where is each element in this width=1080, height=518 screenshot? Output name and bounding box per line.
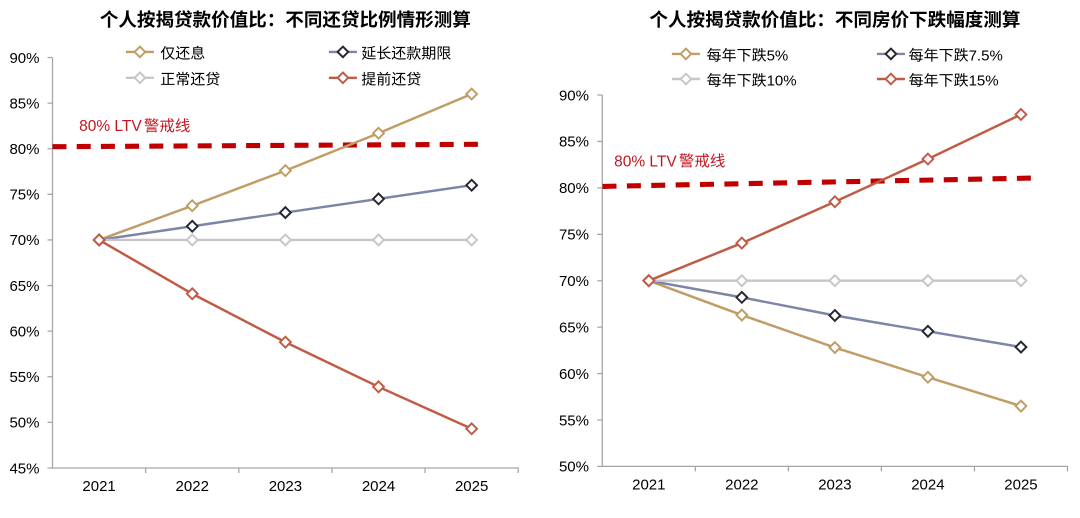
svg-text:65%: 65% bbox=[559, 319, 589, 336]
svg-text:90%: 90% bbox=[559, 87, 589, 104]
svg-text:2023: 2023 bbox=[818, 477, 851, 494]
svg-text:55%: 55% bbox=[559, 412, 589, 429]
svg-text:2022: 2022 bbox=[725, 477, 758, 494]
svg-text:50%: 50% bbox=[9, 415, 39, 432]
svg-text:60%: 60% bbox=[9, 323, 39, 340]
svg-text:2021: 2021 bbox=[82, 478, 115, 495]
svg-text:2025: 2025 bbox=[1004, 477, 1037, 494]
svg-text:80% LTV: 80% LTV bbox=[614, 153, 677, 170]
svg-text:65%: 65% bbox=[9, 278, 39, 295]
svg-text:2023: 2023 bbox=[269, 478, 302, 495]
svg-text:90%: 90% bbox=[9, 50, 39, 67]
svg-text:10%: 10% bbox=[767, 73, 797, 90]
svg-text:85%: 85% bbox=[9, 95, 39, 112]
svg-text:75%: 75% bbox=[9, 187, 39, 204]
svg-text:50%: 50% bbox=[559, 459, 589, 476]
svg-text:2024: 2024 bbox=[911, 477, 944, 494]
svg-text:2022: 2022 bbox=[176, 478, 209, 495]
svg-text:80%: 80% bbox=[9, 141, 39, 158]
svg-text:70%: 70% bbox=[559, 273, 589, 290]
svg-text:45%: 45% bbox=[9, 460, 39, 477]
svg-text:5%: 5% bbox=[767, 48, 789, 65]
svg-text:85%: 85% bbox=[559, 134, 589, 151]
svg-text:2025: 2025 bbox=[455, 478, 488, 495]
svg-text:70%: 70% bbox=[9, 232, 39, 249]
svg-text:80%: 80% bbox=[559, 180, 589, 197]
svg-text:2021: 2021 bbox=[632, 477, 665, 494]
svg-text:15%: 15% bbox=[969, 73, 999, 90]
svg-text:80% LTV: 80% LTV bbox=[79, 118, 142, 135]
svg-text:55%: 55% bbox=[9, 369, 39, 386]
svg-text:2024: 2024 bbox=[362, 478, 395, 495]
svg-text:60%: 60% bbox=[559, 366, 589, 383]
svg-text:75%: 75% bbox=[559, 227, 589, 244]
svg-text:7.5%: 7.5% bbox=[969, 48, 1003, 65]
